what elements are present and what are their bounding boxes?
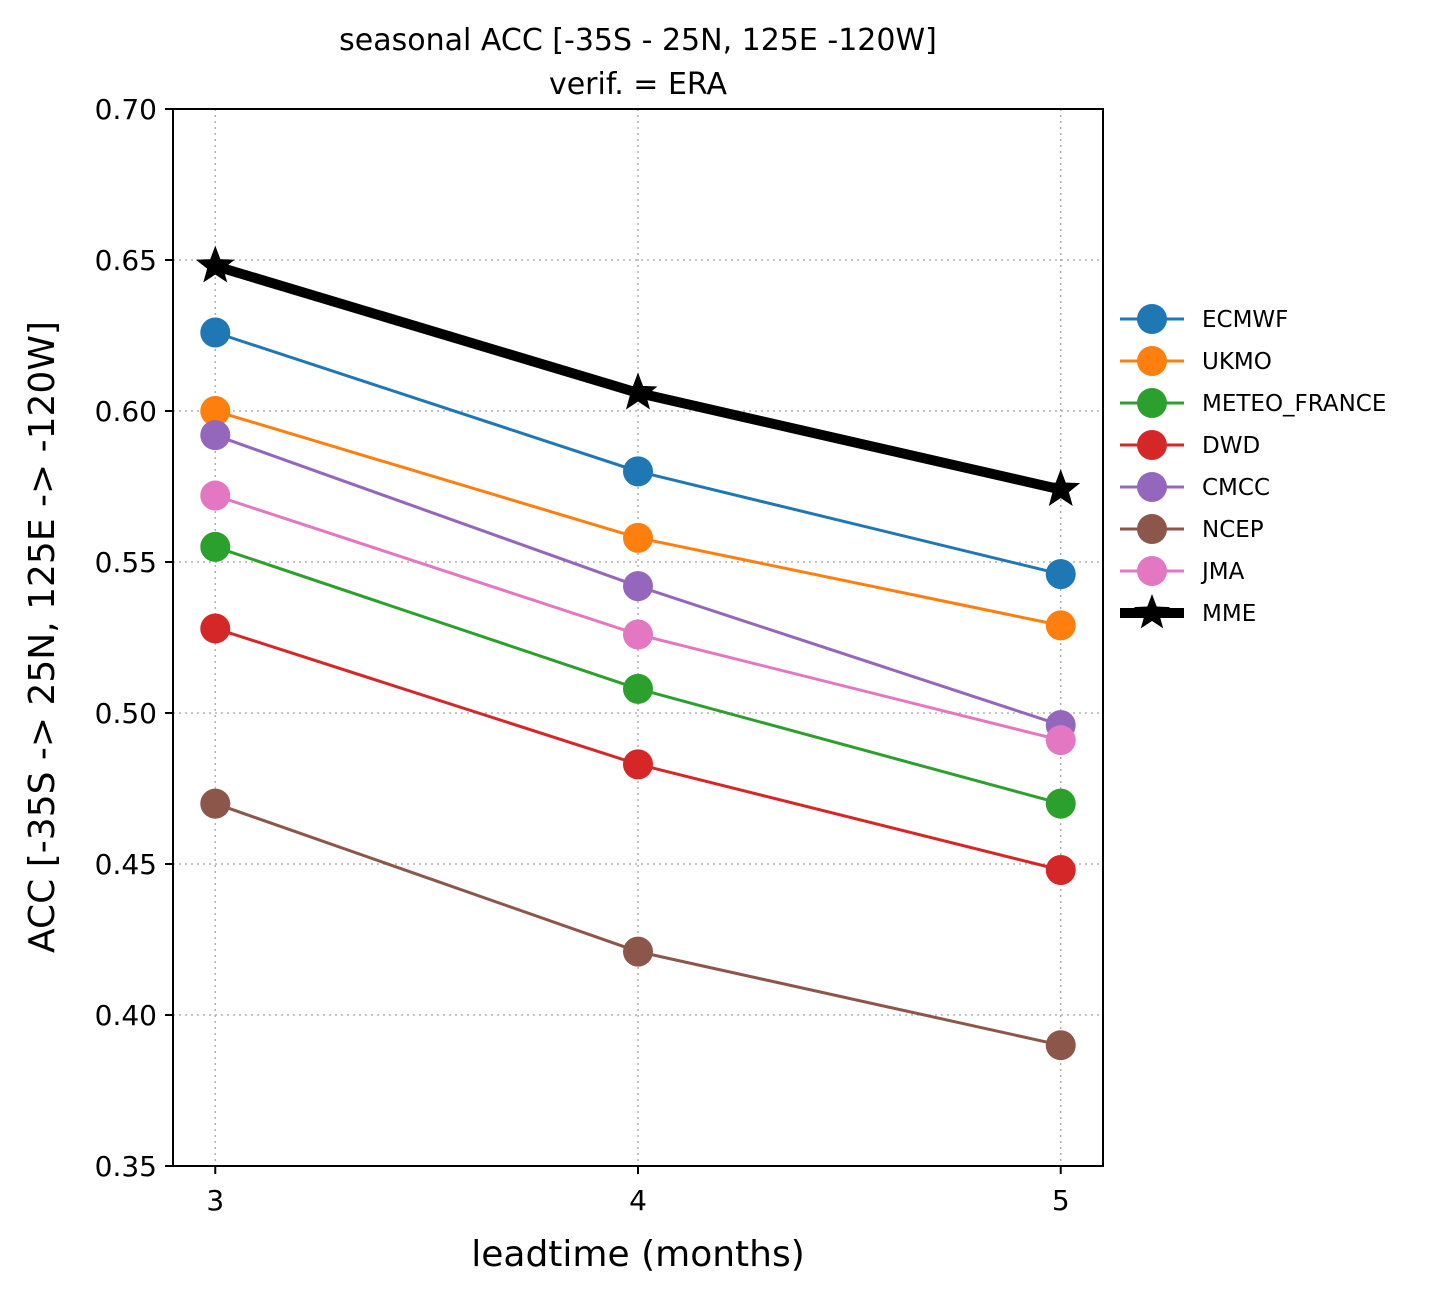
data-point-cmcc xyxy=(200,420,231,451)
series-jma xyxy=(200,480,1076,756)
data-point-ecmwf xyxy=(623,456,653,487)
x-tick-label: 5 xyxy=(1052,1184,1070,1217)
data-point-jma xyxy=(1045,725,1076,756)
y-tick-label: 0.50 xyxy=(95,697,157,730)
series-line-ncep xyxy=(214,802,1062,1047)
legend-item-dwd: DWD xyxy=(1120,430,1260,460)
y-axis-label: ACC [-35S -> 25N, 125E -> -120W] xyxy=(22,321,63,953)
legend-marker xyxy=(1133,594,1171,629)
legend-item-meteo-france: METEO_FRANCE xyxy=(1120,388,1386,418)
series-ncep xyxy=(200,788,1076,1061)
legend-label: UKMO xyxy=(1202,349,1272,375)
y-tick-label: 0.65 xyxy=(95,244,157,277)
legend-item-ncep: NCEP xyxy=(1120,514,1264,544)
legend-marker xyxy=(1137,514,1167,544)
series-meteo-france xyxy=(200,531,1076,819)
data-point-ecmwf xyxy=(1045,559,1076,590)
legend-item-ecmwf: ECMWF xyxy=(1120,304,1288,334)
series-dwd xyxy=(200,613,1076,886)
legend-label: NCEP xyxy=(1202,517,1264,543)
data-point-meteo-france xyxy=(623,673,653,704)
y-tick-label: 0.60 xyxy=(95,395,157,428)
legend-label: DWD xyxy=(1202,433,1260,459)
y-tick-label: 0.45 xyxy=(95,848,157,881)
data-point-mme xyxy=(1041,469,1081,507)
data-point-ncep xyxy=(623,936,653,967)
data-point-dwd xyxy=(200,613,231,644)
legend-item-ukmo: UKMO xyxy=(1120,346,1272,376)
ticks: 0.35 0.40 0.45 0.50 0.55 0.60 0.65 0.70 3 4 5 xyxy=(95,93,1070,1217)
data-point-ukmo xyxy=(623,522,653,553)
data-point-ncep xyxy=(1045,1030,1076,1061)
series-group xyxy=(195,245,1081,1061)
legend-label: METEO_FRANCE xyxy=(1202,391,1386,417)
data-point-meteo-france xyxy=(1045,788,1076,819)
x-axis-label: leadtime (months) xyxy=(471,1234,805,1275)
data-point-jma xyxy=(623,619,653,650)
legend-label: CMCC xyxy=(1202,475,1270,501)
chart-title: seasonal ACC [-35S - 25N, 125E -120W] xyxy=(339,23,937,58)
y-tick-label: 0.55 xyxy=(95,546,157,579)
data-point-dwd xyxy=(1045,855,1076,886)
legend-item-mme: MME xyxy=(1120,594,1256,629)
series-ukmo xyxy=(200,396,1076,641)
series-ecmwf xyxy=(200,317,1076,590)
legend-marker xyxy=(1137,472,1167,502)
x-tick-label: 4 xyxy=(629,1184,647,1217)
legend-marker xyxy=(1137,304,1167,334)
series-line-dwd xyxy=(214,626,1062,872)
legend-label: ECMWF xyxy=(1202,307,1288,333)
legend-label: MME xyxy=(1202,601,1256,627)
data-point-dwd xyxy=(623,749,653,780)
y-tick-label: 0.40 xyxy=(95,999,157,1032)
data-point-ncep xyxy=(200,788,231,819)
legend: ECMWF UKMO METEO_FRANCE DWD CMCC NCEP JMA MME xyxy=(1120,304,1386,629)
data-point-jma xyxy=(200,480,231,511)
legend-label: JMA xyxy=(1200,559,1245,585)
y-tick-label: 0.70 xyxy=(95,93,157,126)
y-tick-label: 0.35 xyxy=(95,1150,157,1183)
legend-marker xyxy=(1137,430,1167,460)
data-point-ukmo xyxy=(200,396,231,426)
legend-marker xyxy=(1137,388,1167,418)
data-point-ecmwf xyxy=(200,317,231,348)
data-point-mme xyxy=(195,245,235,283)
data-point-mme xyxy=(618,372,658,410)
legend-marker xyxy=(1137,556,1167,586)
chart-subtitle: verif. = ERA xyxy=(549,67,728,102)
legend-item-cmcc: CMCC xyxy=(1120,472,1270,502)
legend-marker xyxy=(1137,346,1167,376)
series-mme xyxy=(195,245,1081,507)
x-tick-label: 3 xyxy=(206,1184,224,1217)
data-point-meteo-france xyxy=(200,531,231,562)
data-point-cmcc xyxy=(623,571,653,602)
legend-item-jma: JMA xyxy=(1120,556,1245,586)
data-point-ukmo xyxy=(1045,610,1076,641)
